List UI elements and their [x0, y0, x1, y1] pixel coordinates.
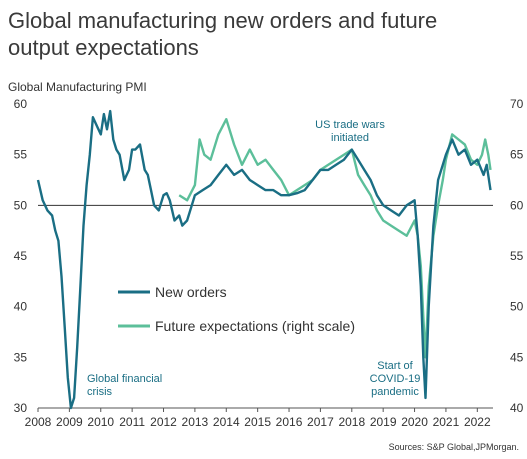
right-y-tick-label: 60 [510, 198, 524, 212]
left-y-tick-label: 40 [14, 300, 28, 314]
x-tick-label: 2017 [307, 415, 334, 429]
x-tick-label: 2009 [56, 415, 83, 429]
annotations: US trade wars initiated Global financial cr… [87, 119, 420, 398]
x-tick-label: 2011 [119, 415, 145, 429]
x-tick-label: 2019 [370, 415, 397, 429]
chart-title-line: Global manufacturing new orders and futu… [8, 8, 437, 33]
left-y-ticks: 60 55 50 45 40 35 30 [14, 97, 28, 415]
left-y-tick-label: 60 [14, 97, 28, 111]
annotation: Global financial crisis [87, 373, 162, 398]
right-y-tick-label: 40 [510, 401, 524, 415]
annotation: US trade wars initiated [315, 119, 385, 144]
x-tick-label: 2014 [213, 415, 240, 429]
left-y-tick-label: 50 [14, 198, 28, 212]
source-note: Sources: S&P Global,JPMorgan. [389, 442, 519, 452]
x-axis-ticks: 2008 2009 2010 2011 2012 2013 2014 2015 2016 2017… [25, 408, 491, 429]
x-tick-label: 2015 [244, 415, 271, 429]
right-y-tick-label: 45 [510, 350, 524, 364]
right-y-tick-label: 55 [510, 249, 524, 263]
series-line-new-orders [36, 109, 492, 410]
left-y-tick-label: 45 [14, 249, 28, 263]
x-tick-label: 2018 [338, 415, 365, 429]
x-tick-label: 2016 [276, 415, 303, 429]
left-y-tick-label: 35 [14, 350, 28, 364]
x-tick-label: 2020 [401, 415, 428, 429]
chart-title-line: output expectations [8, 35, 199, 60]
left-y-tick-label: 55 [14, 148, 28, 162]
right-y-tick-label: 50 [510, 300, 524, 314]
x-tick-label: 2012 [150, 415, 177, 429]
right-y-tick-label: 70 [510, 97, 524, 111]
x-tick-label: 2010 [87, 415, 114, 429]
x-tick-label: 2022 [464, 415, 491, 429]
legend-label: New orders [155, 284, 227, 300]
chart-title: Global manufacturing new orders and futu… [8, 8, 437, 60]
annotation: Start of COVID-19 pandemic [370, 360, 421, 398]
right-y-tick-label: 65 [510, 148, 524, 162]
left-y-tick-label: 30 [14, 401, 28, 415]
x-tick-label: 2021 [433, 415, 460, 429]
y-axis-label: Global Manufacturing PMI [8, 80, 147, 94]
legend-label: Future expectations (right scale) [155, 318, 355, 334]
series-group [36, 109, 492, 410]
right-y-ticks: 70 65 60 55 50 45 40 [510, 97, 524, 415]
x-tick-label: 2008 [25, 415, 52, 429]
legend: New orders Future expectations (right sca… [118, 284, 355, 334]
x-tick-label: 2013 [182, 415, 209, 429]
